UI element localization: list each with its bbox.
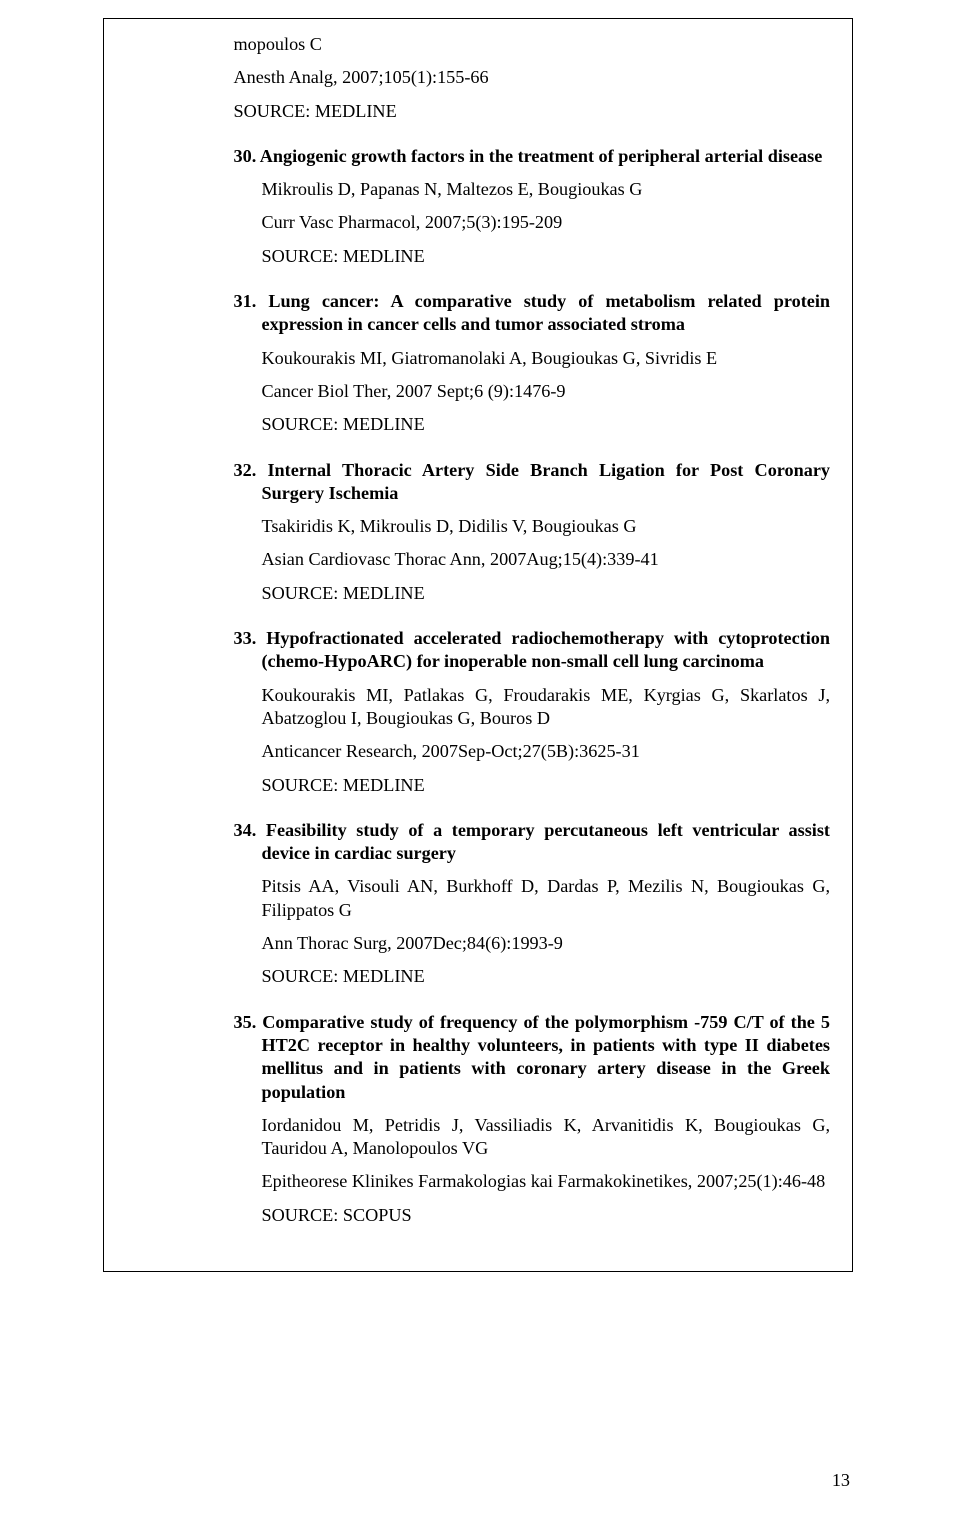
entry-title-row: 32. Internal Thoracic Artery Side Branch… bbox=[234, 459, 831, 506]
entry-journal: Epitheorese Klinikes Farmakologias kai F… bbox=[234, 1170, 831, 1193]
entry-journal: Anticancer Research, 2007Sep-Oct;27(5B):… bbox=[234, 740, 831, 763]
entry-number: 33. bbox=[234, 628, 267, 648]
entry-number: 34. bbox=[234, 820, 266, 840]
entry-number: 35. bbox=[234, 1012, 263, 1032]
entry-title: Comparative study of frequency of the po… bbox=[262, 1012, 831, 1102]
continuation-entry: mopoulos C Anesth Analg, 2007;105(1):155… bbox=[234, 33, 831, 123]
content-table: mopoulos C Anesth Analg, 2007;105(1):155… bbox=[103, 18, 853, 1272]
page-container: mopoulos C Anesth Analg, 2007;105(1):155… bbox=[0, 0, 960, 1515]
entry-journal: Asian Cardiovasc Thorac Ann, 2007Aug;15(… bbox=[234, 548, 831, 571]
entry-authors: Tsakiridis K, Mikroulis D, Didilis V, Bo… bbox=[234, 515, 831, 538]
entry-authors: Koukourakis MI, Patlakas G, Froudarakis … bbox=[234, 684, 831, 731]
entry-source: SOURCE: MEDLINE bbox=[234, 245, 831, 268]
entry-source: SOURCE: MEDLINE bbox=[234, 774, 831, 797]
entry-title-row: 30. Angiogenic growth factors in the tre… bbox=[234, 145, 831, 168]
entry-title-row: 34. Feasibility study of a temporary per… bbox=[234, 819, 831, 866]
continuation-journal: Anesth Analg, 2007;105(1):155-66 bbox=[234, 66, 831, 89]
left-column-cell bbox=[104, 19, 224, 1272]
entry-number: 30. bbox=[234, 146, 260, 166]
reference-entry: 34. Feasibility study of a temporary per… bbox=[234, 819, 831, 989]
entry-title: Feasibility study of a temporary percuta… bbox=[262, 820, 831, 863]
reference-entry: 33. Hypofractionated accelerated radioch… bbox=[234, 627, 831, 797]
entry-title: Internal Thoracic Artery Side Branch Lig… bbox=[262, 460, 831, 503]
continuation-authors: mopoulos C bbox=[234, 33, 831, 56]
entry-authors: Koukourakis MI, Giatromanolaki A, Bougio… bbox=[234, 347, 831, 370]
entry-authors: Mikroulis D, Papanas N, Maltezos E, Boug… bbox=[234, 178, 831, 201]
right-column-cell: mopoulos C Anesth Analg, 2007;105(1):155… bbox=[224, 19, 853, 1272]
entry-number: 31. bbox=[234, 291, 269, 311]
continuation-source: SOURCE: MEDLINE bbox=[234, 100, 831, 123]
entry-authors: Pitsis AA, Visouli AN, Burkhoff D, Darda… bbox=[234, 875, 831, 922]
entry-title: Angiogenic growth factors in the treatme… bbox=[260, 146, 823, 166]
entry-source: SOURCE: MEDLINE bbox=[234, 965, 831, 988]
page-number: 13 bbox=[832, 1470, 850, 1491]
entry-journal: Curr Vasc Pharmacol, 2007;5(3):195-209 bbox=[234, 211, 831, 234]
reference-entry: 31. Lung cancer: A comparative study of … bbox=[234, 290, 831, 436]
entry-title: Hypofractionated accelerated radiochemot… bbox=[262, 628, 831, 671]
entry-title-row: 35. Comparative study of frequency of th… bbox=[234, 1011, 831, 1104]
entry-title-row: 31. Lung cancer: A comparative study of … bbox=[234, 290, 831, 337]
entry-authors: Iordanidou M, Petridis J, Vassiliadis K,… bbox=[234, 1114, 831, 1161]
entry-source: SOURCE: MEDLINE bbox=[234, 582, 831, 605]
entry-journal: Ann Thorac Surg, 2007Dec;84(6):1993-9 bbox=[234, 932, 831, 955]
entry-journal: Cancer Biol Ther, 2007 Sept;6 (9):1476-9 bbox=[234, 380, 831, 403]
entry-title: Lung cancer: A comparative study of meta… bbox=[262, 291, 831, 334]
reference-entry: 32. Internal Thoracic Artery Side Branch… bbox=[234, 459, 831, 605]
reference-entry: 30. Angiogenic growth factors in the tre… bbox=[234, 145, 831, 268]
entry-source: SOURCE: MEDLINE bbox=[234, 413, 831, 436]
entry-source: SOURCE: SCOPUS bbox=[234, 1204, 831, 1227]
entries-container: 30. Angiogenic growth factors in the tre… bbox=[234, 145, 831, 1227]
entry-title-row: 33. Hypofractionated accelerated radioch… bbox=[234, 627, 831, 674]
reference-entry: 35. Comparative study of frequency of th… bbox=[234, 1011, 831, 1227]
entry-number: 32. bbox=[234, 460, 268, 480]
